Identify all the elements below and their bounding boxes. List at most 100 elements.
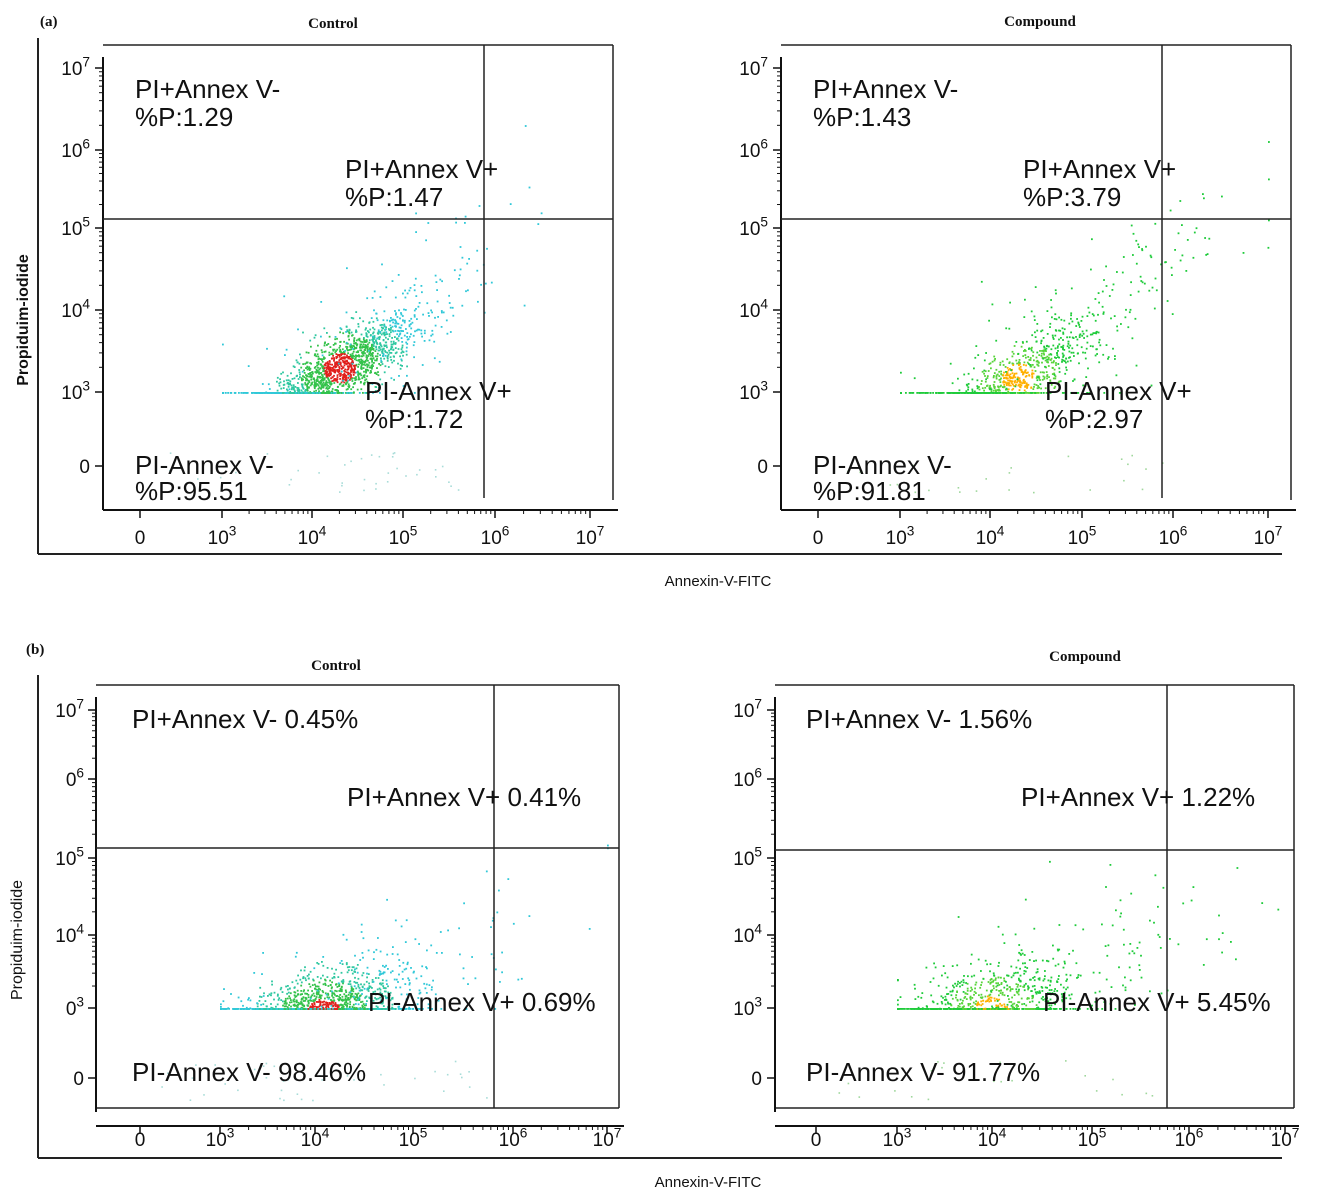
data-point [408, 324, 411, 326]
data-point [951, 382, 954, 385]
data-point [380, 345, 383, 348]
data-point [981, 392, 984, 394]
data-point [370, 317, 373, 319]
data-point [338, 373, 341, 375]
data-point [354, 954, 356, 957]
data-point [344, 1004, 347, 1006]
data-point [321, 360, 324, 363]
data-point [1042, 375, 1045, 378]
data-point [244, 392, 246, 394]
data-point [1037, 385, 1039, 387]
data-point [372, 331, 375, 334]
data-point [268, 1008, 271, 1010]
data-point [1170, 266, 1173, 269]
data-point [989, 392, 992, 394]
data-point [321, 990, 324, 992]
data-point [337, 976, 340, 978]
data-point [356, 971, 359, 974]
data-point [293, 366, 296, 368]
data-point [1205, 254, 1208, 256]
data-point [1057, 350, 1059, 352]
data-point [1010, 380, 1013, 382]
data-point [976, 379, 979, 382]
data-point [410, 967, 412, 969]
data-point [1012, 383, 1014, 386]
data-point [1160, 263, 1162, 266]
data-point [339, 994, 342, 996]
data-point [367, 349, 369, 352]
data-point [398, 1008, 401, 1010]
data-point [305, 979, 307, 982]
data-point [415, 295, 418, 297]
data-point [501, 971, 503, 974]
data-point [1031, 346, 1033, 349]
data-point [406, 365, 408, 368]
data-point [1097, 331, 1100, 334]
data-point [360, 923, 363, 926]
data-point [352, 357, 354, 359]
data-point [1022, 342, 1024, 344]
data-point [374, 997, 376, 999]
data-point [334, 336, 337, 338]
data-point [387, 472, 390, 474]
data-point [395, 312, 397, 315]
data-point [345, 392, 347, 394]
data-point [980, 380, 983, 382]
data-point [379, 988, 382, 991]
data-point [347, 1008, 349, 1010]
data-point [1011, 372, 1014, 375]
data-point [384, 350, 386, 352]
data-point [394, 330, 397, 332]
data-point [1033, 366, 1036, 369]
data-point [328, 390, 330, 392]
data-point [390, 319, 393, 322]
y-tick-label: 107 [55, 696, 84, 722]
data-point [1084, 357, 1087, 360]
data-point [1081, 334, 1084, 337]
data-point [393, 378, 395, 381]
data-point [378, 346, 380, 349]
data-point [1112, 283, 1115, 286]
data-point [364, 352, 366, 355]
data-point [1036, 379, 1039, 382]
data-point [275, 1008, 278, 1010]
data-point [375, 1005, 378, 1008]
data-point [1065, 980, 1068, 982]
data-point [381, 993, 383, 995]
data-point [300, 392, 303, 394]
data-point [994, 389, 997, 392]
data-point [389, 991, 392, 994]
data-point [1192, 256, 1195, 259]
data-point [468, 1071, 470, 1073]
data-point [399, 355, 401, 358]
data-point [309, 374, 312, 376]
data-point [326, 388, 329, 390]
data-point [270, 392, 272, 394]
data-point [411, 321, 414, 324]
data-point [286, 392, 289, 394]
data-point [357, 376, 360, 379]
data-point [339, 362, 342, 365]
data-point [367, 990, 370, 992]
data-point [973, 367, 975, 370]
data-point [375, 488, 377, 490]
data-point [340, 354, 343, 357]
data-point [364, 328, 367, 331]
data-point [340, 999, 343, 1001]
data-point [1007, 390, 1010, 393]
data-point [357, 354, 360, 357]
data-point [305, 992, 308, 995]
data-point [1091, 333, 1094, 336]
data-point [1165, 261, 1167, 263]
data-point [1103, 392, 1106, 394]
data-point [1072, 337, 1075, 339]
data-point [262, 1003, 265, 1006]
data-point [372, 392, 374, 394]
data-point [355, 999, 358, 1002]
data-point [316, 364, 318, 367]
data-point [310, 382, 313, 385]
data-point [293, 387, 295, 390]
data-point [383, 371, 386, 374]
data-point [306, 1004, 309, 1007]
data-point [355, 371, 358, 374]
